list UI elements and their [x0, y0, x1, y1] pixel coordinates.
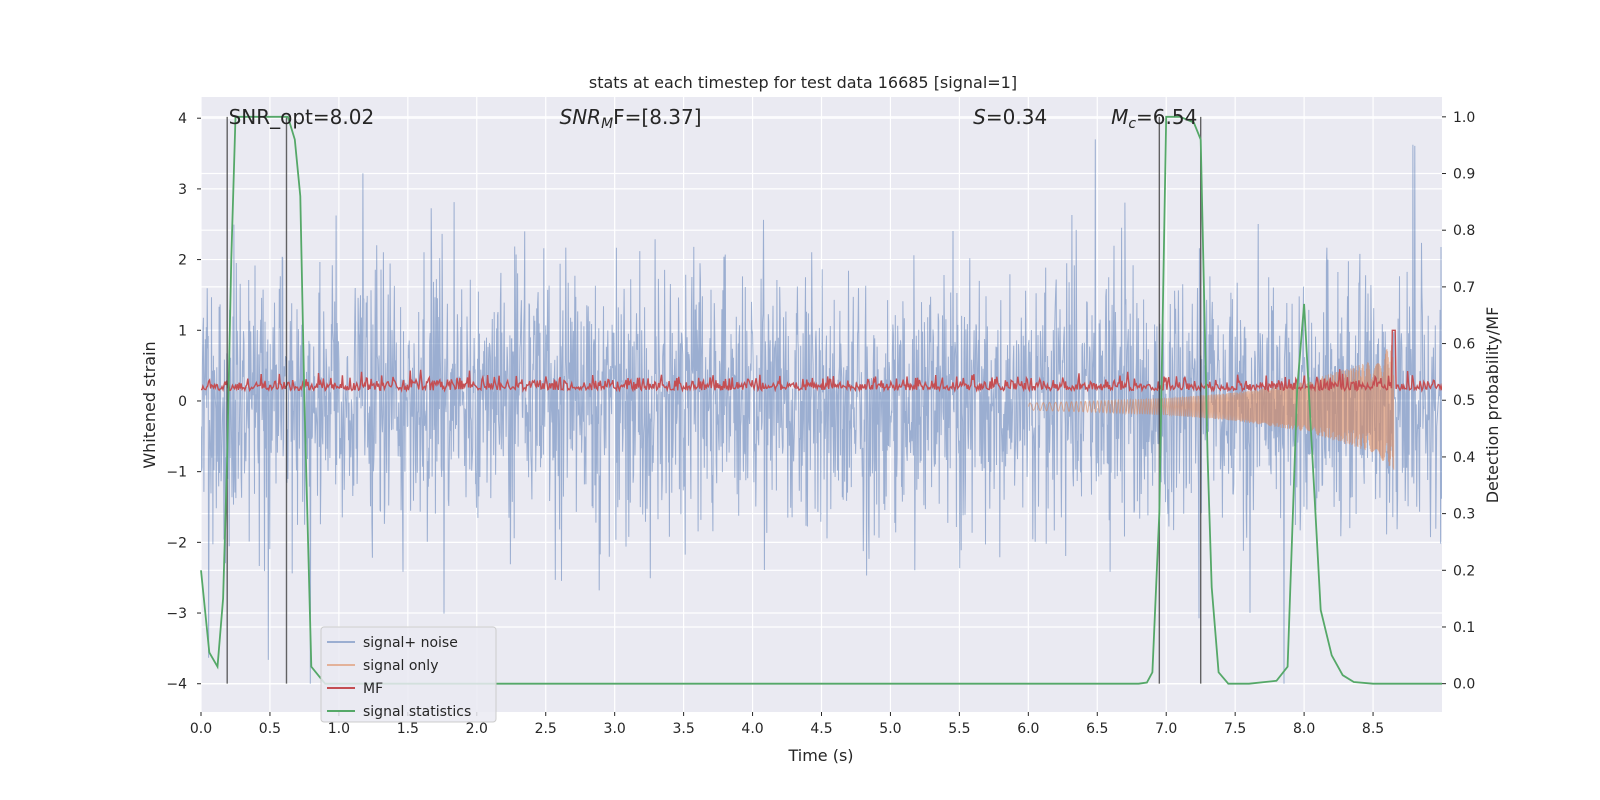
y-axis-right-label: Detection probability/MF — [1483, 307, 1502, 504]
chart-title: stats at each timestep for test data 166… — [589, 73, 1017, 92]
y-axis-left-label: Whitened strain — [140, 341, 159, 468]
legend: signal+ noise signal only MF signal statist… — [320, 626, 497, 723]
y-right-tick-label: 0.9 — [1453, 167, 1475, 183]
x-tick-label: 3.5 — [672, 721, 694, 737]
annotation-mc: Mc=6.54 — [1111, 105, 1197, 132]
legend-label: signal only — [363, 658, 438, 674]
x-tick-label: 6.0 — [1017, 721, 1039, 737]
x-tick-label: 2.0 — [466, 721, 488, 737]
y-left-tick-label: 4 — [178, 111, 187, 127]
y-right-tick-label: 0.0 — [1453, 677, 1475, 693]
x-tick-label: 5.0 — [879, 721, 901, 737]
y-left-tick-label: −3 — [166, 606, 187, 622]
mf-line — [201, 329, 1442, 393]
signal-only-line — [1027, 345, 1395, 470]
x-tick-label: 7.5 — [1224, 721, 1246, 737]
x-tick-label: 3.0 — [604, 721, 626, 737]
y-axis-left: 4 3 2 1 0 −1 −2 −3 −4 — [166, 111, 201, 693]
y-left-tick-label: −2 — [166, 535, 187, 551]
y-left-tick-label: 3 — [178, 182, 187, 198]
y-right-tick-label: 0.6 — [1453, 337, 1475, 353]
x-tick-label: 2.5 — [535, 721, 557, 737]
series-signal-noise — [201, 139, 1442, 684]
x-tick-label: 0.0 — [190, 721, 212, 737]
series-mf — [201, 329, 1442, 393]
y-right-tick-label: 0.5 — [1453, 393, 1475, 409]
x-tick-label: 4.5 — [810, 721, 832, 737]
x-tick-label: 0.5 — [259, 721, 281, 737]
y-axis-right: 1.0 0.9 0.8 0.7 0.6 0.5 0.4 0.3 0.2 0.1 0.0 — [1442, 110, 1475, 693]
annotation-snr-opt: SNR_opt=8.02 — [229, 105, 375, 129]
x-axis: 0.0 0.5 1.0 1.5 2.0 2.5 3.0 3.5 4.0 4.5 5.0 5.5 6.0 6… — [190, 712, 1384, 737]
y-right-tick-label: 0.1 — [1453, 620, 1475, 636]
vertical-markers — [226, 116, 1202, 684]
x-tick-label: 8.5 — [1362, 721, 1384, 737]
y-left-tick-label: 1 — [178, 323, 187, 339]
y-right-tick-label: 0.3 — [1453, 507, 1475, 523]
x-tick-label: 8.0 — [1293, 721, 1315, 737]
signal-statistics-line — [200, 115, 1442, 685]
y-left-tick-label: 2 — [178, 253, 187, 269]
legend-label: MF — [363, 681, 383, 697]
x-tick-label: 4.0 — [741, 721, 763, 737]
y-right-tick-label: 0.4 — [1453, 450, 1475, 466]
annotations: SNR_opt=8.02 SNRMF=[8.37] S=0.34 Mc=6.54 — [229, 105, 1198, 132]
annotation-s: S=0.34 — [973, 105, 1047, 129]
x-tick-label: 6.5 — [1086, 721, 1108, 737]
y-left-tick-label: −4 — [166, 677, 187, 693]
legend-label: signal+ noise — [363, 635, 458, 651]
y-right-tick-label: 0.7 — [1453, 280, 1475, 296]
y-right-tick-label: 0.8 — [1453, 223, 1475, 239]
x-tick-label: 1.5 — [397, 721, 419, 737]
legend-label: signal statistics — [363, 704, 471, 720]
x-tick-label: 7.0 — [1155, 721, 1177, 737]
x-tick-label: 1.0 — [328, 721, 350, 737]
y-left-tick-label: −1 — [166, 465, 187, 481]
annotation-snr-mf: SNRMF=[8.37] — [560, 105, 702, 132]
x-axis-label: Time (s) — [787, 746, 853, 765]
y-left-tick-label: 0 — [178, 394, 187, 410]
signal-noise-line — [201, 139, 1442, 684]
series-signal-only — [1027, 345, 1395, 470]
x-tick-label: 5.5 — [948, 721, 970, 737]
y-right-tick-label: 1.0 — [1453, 110, 1475, 126]
legend-box — [320, 626, 497, 723]
series-signal-statistics — [200, 115, 1442, 685]
y-right-tick-label: 0.2 — [1453, 563, 1475, 579]
